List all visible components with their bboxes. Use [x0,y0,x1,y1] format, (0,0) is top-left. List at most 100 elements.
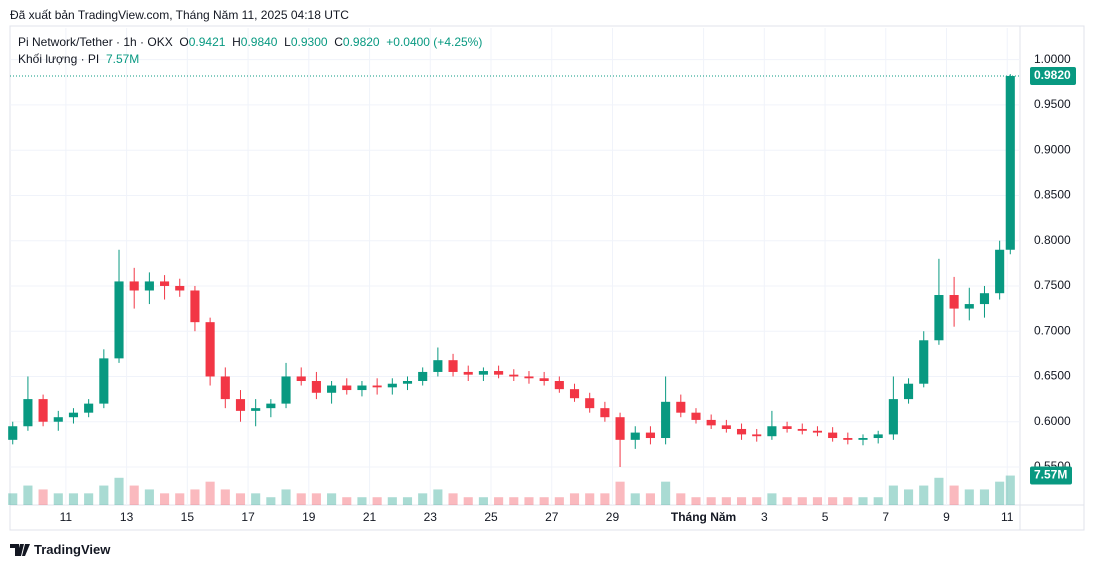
candle-body [1005,75,1015,250]
candle-body [691,412,701,420]
candle-body [661,401,671,439]
x-tick-label: 13 [120,510,134,524]
candle-body [175,285,185,291]
volume-bar [463,497,473,505]
frame [9,25,1085,531]
candle-body [903,383,914,400]
candle-body [114,281,124,359]
y-tick-label: 0.6000 [1034,414,1071,428]
candle-body [645,432,655,439]
candle-body [8,426,18,440]
y-tick-label: 0.9500 [1034,97,1071,111]
volume-bar [843,497,853,505]
candle-body [782,426,792,429]
candle-body [797,428,807,431]
volume-bar [114,477,124,505]
candle-body [23,399,33,427]
volume-bar [418,493,428,505]
volume-bar [979,489,990,505]
candle-body [934,295,944,341]
volume-bar [84,493,94,505]
candle-body [372,385,382,388]
legend-key: C [334,35,343,49]
volume-bar [706,497,716,505]
candle-body [752,434,762,437]
volume-bar [205,481,215,505]
candle-body [569,389,580,399]
candle-body [828,432,838,439]
candle-body [296,376,306,381]
volume-bar [767,493,777,505]
volume-bar [372,497,382,505]
candle-body [53,417,63,422]
volume-bar [448,493,458,505]
candle-body [38,399,48,422]
y-tick-label: 1.0000 [1034,52,1071,66]
candle-body [311,380,321,393]
price-badge: 0.9820 [1034,68,1071,82]
candle-body [676,401,686,413]
volume-bar [509,497,519,505]
candle-body [949,295,959,309]
x-tick-label: 9 [943,510,950,524]
volume-bar [433,489,443,505]
footer: TradingView [10,542,110,557]
volume-bar [175,493,185,505]
volume-bar [23,485,33,505]
volume-bar [478,497,488,505]
volume-bar [190,489,200,505]
volume-bar [691,497,701,505]
volume-bar [585,493,595,505]
price-badge-bg [1030,66,1076,85]
volume-bar [160,493,170,505]
x-tick-label: 17 [241,510,255,524]
candle-body [767,426,777,437]
volume-bar [251,493,261,505]
x-tick-label: 23 [424,510,438,524]
candle-body [281,376,291,404]
candle-body [736,428,747,435]
volume-bar [539,497,549,505]
logo [10,543,30,556]
legend: Pi Network/Tether · 1h · OKX O0.9421 H0.… [18,35,482,49]
candle-body [129,281,139,291]
volume-bar [8,493,18,505]
volume-bar [615,481,625,505]
volume-bar [402,497,413,505]
volume-bar [296,493,306,505]
volume-bar [645,493,655,505]
legend-change: +0.0400 (+4.25%) [386,35,483,49]
y-tick-label: 0.8000 [1034,233,1071,247]
candle-body [995,249,1005,294]
volume-bar [235,493,246,505]
candle-body [387,383,397,388]
candle-body [84,403,94,413]
volume-badge-bg [1030,466,1072,485]
volume-title: Khối lượng · PI [18,52,100,66]
candle-body [448,360,458,372]
legend-value: 0.9421 [188,35,226,49]
candle-body [402,380,413,384]
legend-key: O [179,35,189,49]
volume-bar [342,497,352,505]
volume-bar [888,485,898,505]
volume-bar [281,489,291,505]
volume-bar [311,493,321,505]
volume-bar [812,497,823,505]
candle-body [251,408,261,411]
volume-bar [220,489,230,505]
volume-value: 7.57M [105,52,140,66]
volume-bar [964,489,974,505]
candle-body [266,403,276,409]
volume-bar [38,489,48,505]
x-tick-label: 15 [181,510,195,524]
volume-bar [327,493,337,505]
volume-bar [494,497,504,505]
candle-body [843,438,853,440]
legend-key: L [284,35,291,49]
candle-body [706,419,716,426]
x-tick-label: 3 [761,510,768,524]
volume-bar [630,493,640,505]
